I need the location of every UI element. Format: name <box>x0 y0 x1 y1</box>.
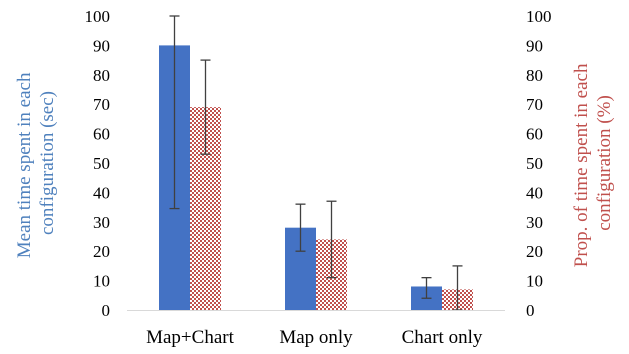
right-tick-label: 90 <box>526 36 543 55</box>
category-label: Chart only <box>402 327 483 348</box>
left-tick-label: 20 <box>93 242 110 261</box>
left-tick-label: 70 <box>93 95 110 114</box>
category-label: Map+Chart <box>146 327 234 348</box>
error-bar-time <box>421 277 432 299</box>
left-axis-ticks: 0 10 20 30 40 50 60 70 80 90 100 <box>85 7 111 320</box>
error-bar-proportion <box>326 200 337 279</box>
right-tick-label: 100 <box>526 7 552 26</box>
left-tick-label: 0 <box>102 301 111 320</box>
left-axis-title: Mean time spent in each configuration (s… <box>14 68 58 258</box>
right-tick-label: 20 <box>526 242 543 261</box>
right-tick-label: 60 <box>526 125 543 144</box>
left-axis-title-line-2: configuration (sec) <box>37 91 58 235</box>
left-tick-label: 40 <box>93 183 110 202</box>
category-label: Map only <box>279 327 353 348</box>
error-bar-proportion <box>200 59 211 155</box>
category-labels: Map+Chart Map only Chart only <box>146 327 483 348</box>
left-tick-label: 50 <box>93 154 110 173</box>
right-tick-label: 30 <box>526 213 543 232</box>
left-tick-label: 30 <box>93 213 110 232</box>
right-axis-title-line-1: Prop. of time spent in each <box>571 63 592 267</box>
right-tick-label: 50 <box>526 154 543 173</box>
error-bar-time <box>295 203 306 252</box>
left-tick-label: 90 <box>93 36 110 55</box>
right-tick-label: 10 <box>526 272 543 291</box>
right-axis-title: Prop. of time spent in each configuratio… <box>571 59 615 267</box>
right-tick-label: 0 <box>526 301 535 320</box>
left-tick-label: 100 <box>85 7 111 26</box>
right-tick-label: 80 <box>526 66 543 85</box>
right-tick-label: 40 <box>526 183 543 202</box>
left-axis-title-line-1: Mean time spent in each <box>14 72 35 258</box>
right-tick-label: 70 <box>526 95 543 114</box>
right-axis-ticks: 0 10 20 30 40 50 60 70 80 90 100 <box>526 7 552 320</box>
left-tick-label: 60 <box>93 125 110 144</box>
error-bar-time <box>169 15 180 210</box>
left-tick-label: 80 <box>93 66 110 85</box>
right-axis-title-line-2: configuration (%) <box>594 95 615 231</box>
left-tick-label: 10 <box>93 272 110 291</box>
error-bars <box>169 15 463 311</box>
